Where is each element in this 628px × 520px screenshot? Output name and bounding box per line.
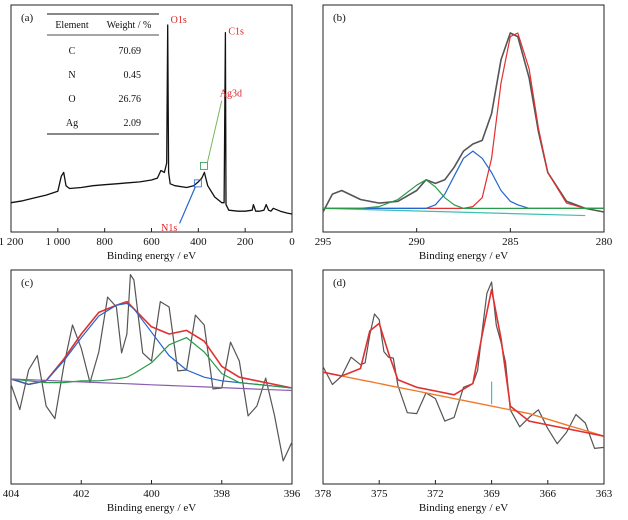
panel-label: (d) bbox=[333, 277, 346, 289]
x-tick-label: 398 bbox=[214, 488, 231, 500]
pyrrolic-n-peak bbox=[10, 302, 293, 389]
x-axis-label: Binding energy / eV bbox=[107, 502, 196, 514]
pyridinic-n-peak bbox=[10, 337, 293, 389]
annotation-n1s: N1s bbox=[161, 223, 177, 234]
table-cell-element: Ag bbox=[66, 118, 78, 129]
background-line bbox=[322, 207, 586, 217]
fit-envelope-line bbox=[322, 288, 605, 437]
table-header-element: Element bbox=[55, 20, 89, 31]
panel-d: (d) 378 375 372 369 366 363 Binding energy / eV bbox=[315, 269, 613, 514]
x-axis-label: Binding energy / eV bbox=[419, 250, 508, 262]
background-line bbox=[10, 378, 293, 392]
table-header-weight: Weight / % bbox=[107, 20, 152, 31]
plot-frame bbox=[322, 4, 605, 233]
table-cell-element: N bbox=[68, 70, 75, 81]
x-tick-label: 295 bbox=[315, 236, 332, 248]
x-tick-label: 285 bbox=[502, 236, 519, 248]
x-tick-label: 0 bbox=[289, 236, 295, 248]
fit-envelope-line bbox=[10, 300, 293, 389]
ag3d-arrow bbox=[206, 100, 223, 163]
panel-label: (c) bbox=[21, 277, 34, 289]
x-axis-label: Binding energy / eV bbox=[419, 502, 508, 514]
x-tick-label: 363 bbox=[596, 488, 613, 500]
plot-frame bbox=[10, 269, 293, 485]
plot-frame bbox=[322, 269, 605, 485]
x-tick-label: 375 bbox=[371, 488, 388, 500]
x-tick-label: 280 bbox=[596, 236, 613, 248]
annotation-o1s: O1s bbox=[171, 15, 187, 26]
x-tick-label: 402 bbox=[73, 488, 90, 500]
survey-spectrum-line bbox=[10, 24, 293, 215]
x-tick-label: 400 bbox=[190, 236, 207, 248]
o-c-o-peak bbox=[323, 179, 604, 209]
table-cell-element: O bbox=[68, 94, 75, 105]
panel-a: (a) 1 200 1 000 800 600 400 200 0 Binding energy… bbox=[0, 4, 295, 262]
envelope-line bbox=[322, 32, 605, 213]
n1s-marker-box bbox=[193, 179, 202, 188]
x-tick-label: 1 000 bbox=[45, 236, 70, 248]
x-tick-label: 400 bbox=[143, 488, 160, 500]
panel-label: (a) bbox=[21, 12, 34, 24]
x-tick-label: 404 bbox=[3, 488, 20, 500]
table-cell-weight: 26.76 bbox=[119, 94, 142, 105]
x-tick-label: 372 bbox=[427, 488, 444, 500]
table-cell-element: C bbox=[69, 46, 76, 57]
x-tick-label: 369 bbox=[483, 488, 500, 500]
raw-signal-line bbox=[322, 281, 605, 449]
x-tick-label: 200 bbox=[237, 236, 254, 248]
panel-b: (b) 295 290 285 280 Binding energy / eV bbox=[315, 4, 613, 262]
c-c-peak bbox=[323, 32, 604, 209]
x-tick-label: 600 bbox=[143, 236, 160, 248]
table-cell-weight: 0.45 bbox=[124, 70, 142, 81]
x-tick-label: 800 bbox=[96, 236, 113, 248]
n1s-arrow bbox=[179, 186, 196, 224]
table-cell-weight: 2.09 bbox=[124, 118, 142, 129]
x-tick-label: 1 200 bbox=[0, 236, 24, 248]
x-tick-label: 290 bbox=[408, 236, 425, 248]
panel-c: (c) 404 402 400 398 396 Binding energy / eV bbox=[3, 269, 301, 514]
x-tick-label: 396 bbox=[284, 488, 301, 500]
ag3d-marker-box bbox=[200, 162, 208, 170]
x-axis-label: Binding energy / eV bbox=[107, 250, 196, 262]
raw-signal-line bbox=[10, 274, 293, 462]
table-cell-weight: 70.69 bbox=[119, 46, 142, 57]
annotation-ag3d: Ag3d bbox=[220, 89, 242, 100]
plot-frame bbox=[10, 4, 293, 233]
annotation-c1s: C1s bbox=[228, 27, 244, 38]
x-tick-label: 366 bbox=[540, 488, 557, 500]
background-line bbox=[322, 371, 605, 437]
x-tick-label: 378 bbox=[315, 488, 332, 500]
panel-label: (b) bbox=[333, 12, 346, 24]
